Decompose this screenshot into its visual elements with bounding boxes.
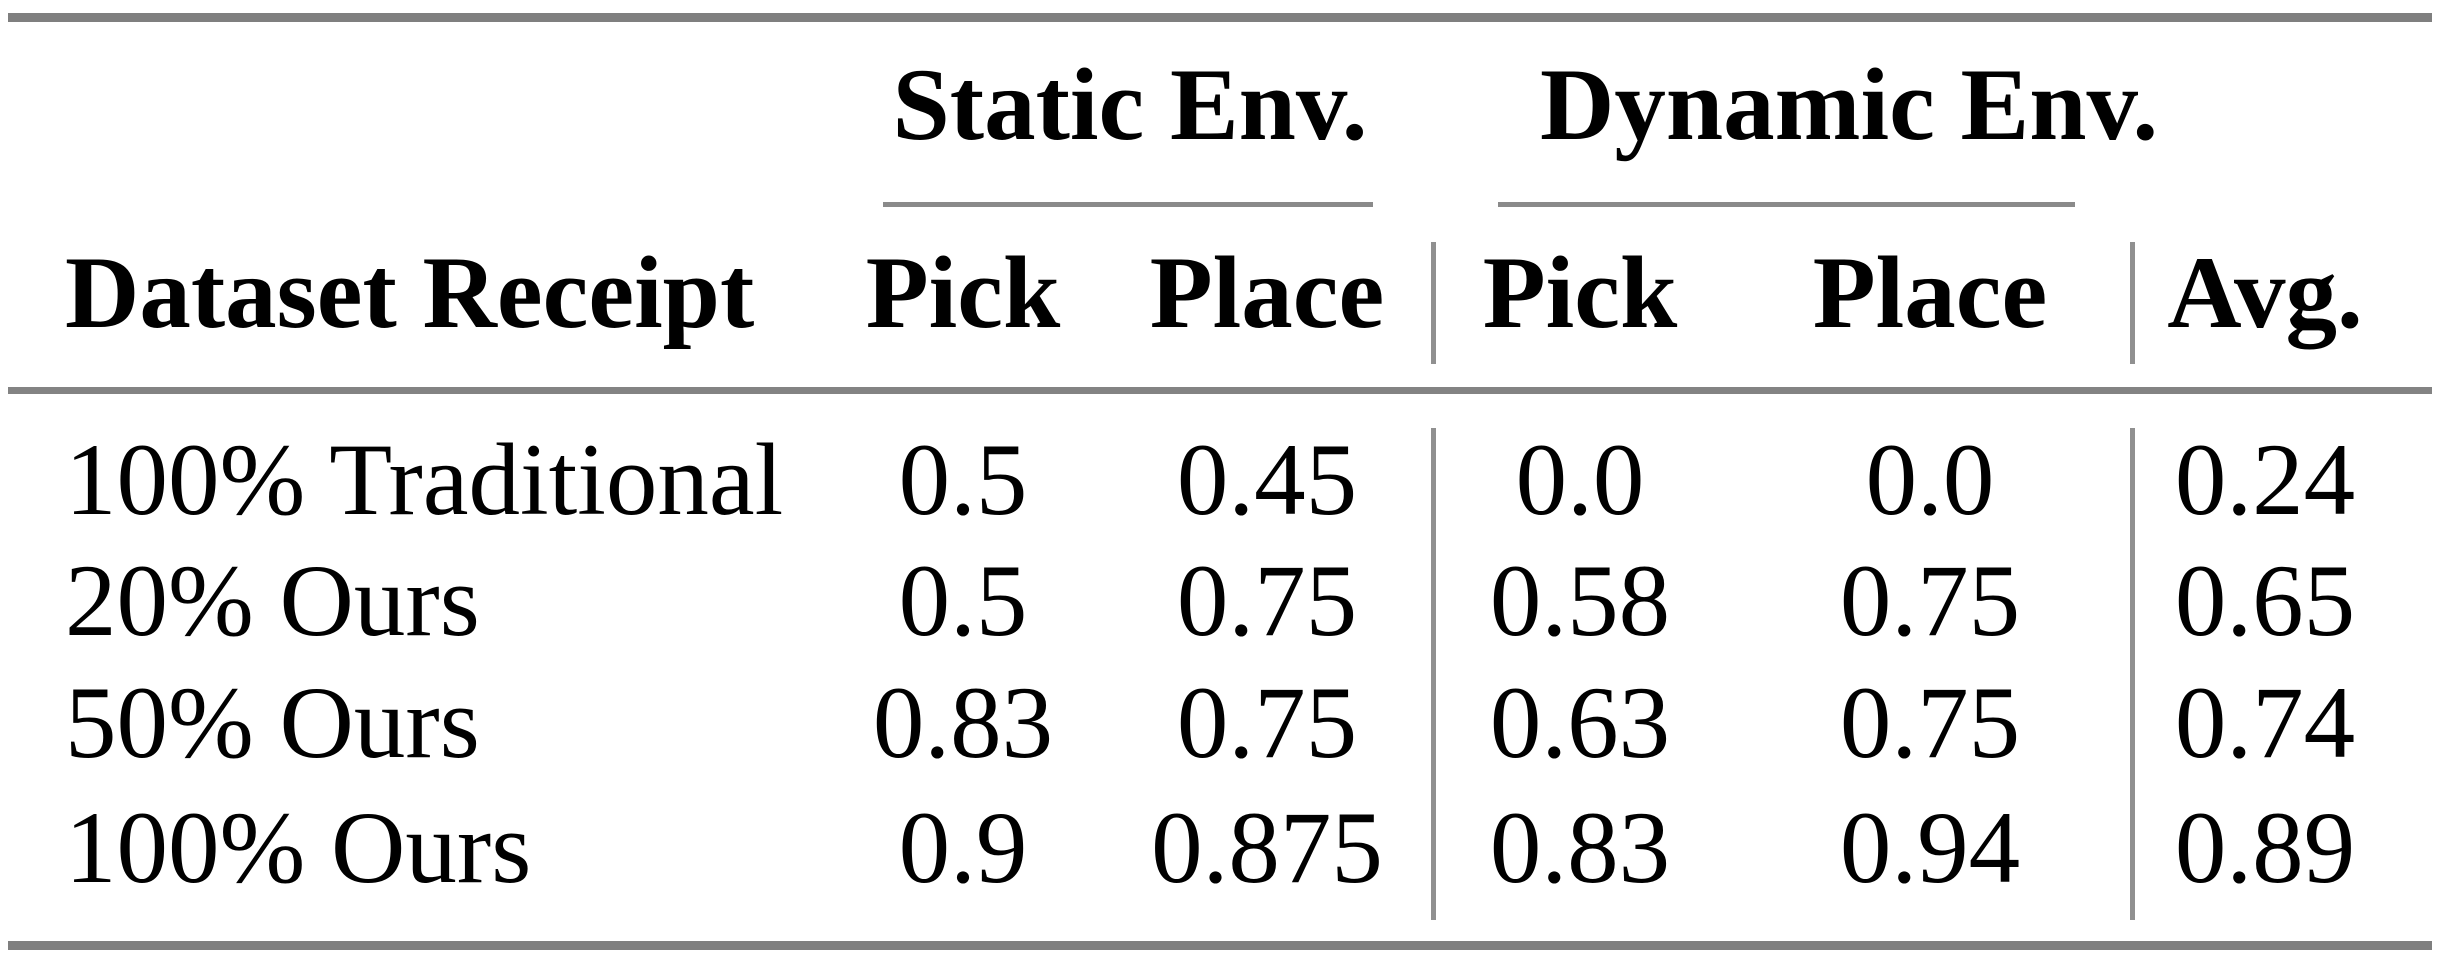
header-divider-left [1431, 242, 1436, 364]
header-dataset-receipt: Dataset Receipt [65, 236, 755, 350]
cell-static-pick: 0.5 [898, 544, 1028, 658]
cell-dynamic-place: 0.75 [1839, 544, 2021, 658]
bottom-rule [8, 941, 2432, 950]
cell-dynamic-pick: 0.83 [1489, 791, 1671, 905]
header-row: Dataset Receipt Pick Place Pick Place Av… [0, 242, 2440, 346]
cell-dynamic-place: 0.94 [1839, 791, 2021, 905]
cell-avg: 0.89 [2174, 791, 2356, 905]
cell-static-place: 0.875 [1151, 791, 1383, 905]
cell-dataset-receipt: 50% Ours [65, 666, 480, 780]
body-divider-right [2130, 428, 2135, 920]
cell-static-pick: 0.5 [898, 423, 1028, 537]
column-group-dynamic-env: Dynamic Env. [1540, 48, 2159, 162]
cell-dataset-receipt: 100% Traditional [65, 423, 784, 537]
cell-static-place: 0.75 [1176, 544, 1358, 658]
header-avg: Avg. [2167, 236, 2363, 350]
table-row: 100% Traditional 0.5 0.45 0.0 0.0 0.24 [0, 429, 2440, 533]
header-dynamic-place: Place [1812, 236, 2048, 350]
cell-dynamic-pick: 0.58 [1489, 544, 1671, 658]
cell-avg: 0.65 [2174, 544, 2356, 658]
cell-static-pick: 0.83 [872, 666, 1054, 780]
cell-static-place: 0.45 [1176, 423, 1358, 537]
cell-dynamic-place: 0.0 [1865, 423, 1995, 537]
body-divider-left [1431, 428, 1436, 920]
table-row: 20% Ours 0.5 0.75 0.58 0.75 0.65 [0, 550, 2440, 654]
header-static-pick: Pick [865, 236, 1061, 350]
cell-dynamic-place: 0.75 [1839, 666, 2021, 780]
top-rule [8, 13, 2432, 22]
cell-dataset-receipt: 20% Ours [65, 544, 480, 658]
cell-avg: 0.24 [2174, 423, 2356, 537]
cell-static-place: 0.75 [1176, 666, 1358, 780]
static-env-underline-rule [883, 202, 1373, 207]
cell-avg: 0.74 [2174, 666, 2356, 780]
header-divider-right [2130, 242, 2135, 364]
header-dynamic-pick: Pick [1482, 236, 1678, 350]
dynamic-env-underline-rule [1498, 202, 2075, 207]
header-bottom-rule [8, 387, 2432, 394]
cell-dataset-receipt: 100% Ours [65, 791, 532, 905]
table-row: 50% Ours 0.83 0.75 0.63 0.75 0.74 [0, 672, 2440, 776]
cell-dynamic-pick: 0.0 [1515, 423, 1645, 537]
table-row: 100% Ours 0.9 0.875 0.83 0.94 0.89 [0, 797, 2440, 901]
column-group-static-env: Static Env. [892, 48, 1368, 162]
cell-static-pick: 0.9 [898, 791, 1028, 905]
header-static-place: Place [1149, 236, 1385, 350]
cell-dynamic-pick: 0.63 [1489, 666, 1671, 780]
